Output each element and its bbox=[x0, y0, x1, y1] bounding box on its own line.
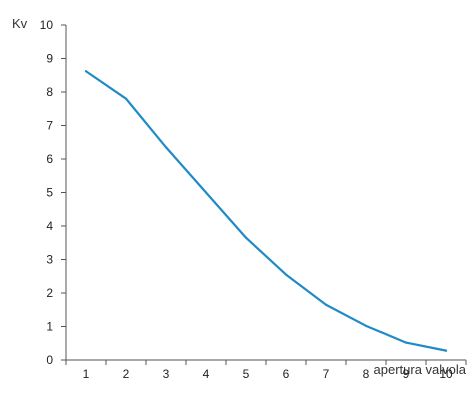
x-tick-label: 7 bbox=[323, 367, 330, 381]
x-tick-label: 2 bbox=[123, 367, 130, 381]
x-axis: 1 2 3 4 5 6 7 8 9 10 bbox=[65, 360, 467, 381]
data-point bbox=[364, 324, 368, 327]
y-tick-label: 6 bbox=[46, 152, 53, 166]
y-axis: 0 1 2 3 4 5 6 7 8 9 10 bbox=[40, 18, 66, 367]
x-tick-label: 8 bbox=[363, 367, 370, 381]
y-tick-label: 9 bbox=[46, 52, 53, 66]
x-tick-label: 1 bbox=[83, 367, 90, 381]
data-point bbox=[244, 236, 248, 239]
y-tick-label: 3 bbox=[46, 253, 53, 267]
y-tick-label: 2 bbox=[46, 286, 53, 300]
data-point bbox=[124, 97, 128, 100]
data-point bbox=[284, 273, 288, 276]
data-point bbox=[84, 70, 88, 73]
x-tick-label: 9 bbox=[403, 367, 410, 381]
x-tick-label: 5 bbox=[243, 367, 250, 381]
data-point bbox=[204, 191, 208, 194]
y-tick-label: 8 bbox=[46, 85, 53, 99]
data-point bbox=[404, 341, 408, 344]
y-tick-label: 7 bbox=[46, 119, 53, 133]
y-tick-label: 0 bbox=[46, 353, 53, 367]
series-line bbox=[84, 70, 448, 352]
data-point bbox=[444, 349, 448, 352]
data-point bbox=[324, 303, 328, 306]
y-tick-label: 4 bbox=[46, 219, 53, 233]
x-tick-label: 3 bbox=[163, 367, 170, 381]
y-tick-label: 5 bbox=[46, 186, 53, 200]
y-tick-label: 10 bbox=[40, 18, 54, 32]
y-tick-label: 1 bbox=[46, 320, 53, 334]
x-axis-title: apertura valvola bbox=[374, 362, 467, 377]
data-point bbox=[164, 146, 168, 149]
series-layer bbox=[84, 70, 448, 352]
y-axis-title: Kv bbox=[12, 16, 28, 31]
x-tick-label: 10 bbox=[439, 367, 453, 381]
x-tick-label: 6 bbox=[283, 367, 290, 381]
x-tick-label: 4 bbox=[203, 367, 210, 381]
